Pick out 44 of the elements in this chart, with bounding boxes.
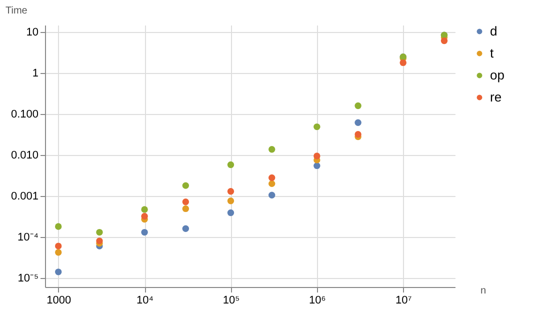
legend-label: op [490,68,504,82]
y-tick-label: 10⁻⁴ [18,231,39,244]
x-tick-label: 10⁷ [396,294,412,306]
point [268,192,276,198]
point [54,268,62,276]
x-axis-title: n [480,286,486,296]
point [141,228,148,236]
point [268,180,276,188]
point [182,198,190,206]
y-tick-label: 10⁻⁵ [18,272,38,284]
y-axis-title: Time [6,6,28,16]
point [227,161,234,168]
point [268,146,276,153]
y-tick-label: 0.001 [10,190,38,203]
legend-label: d [490,24,498,38]
point [314,152,320,160]
point [314,162,320,170]
point [182,205,190,212]
x-tick-label: 10⁵ [222,294,240,306]
y-tick-label: 10 [26,26,38,39]
x-tick-label: 10⁴ [136,294,154,306]
point [354,102,362,110]
point [354,131,362,138]
legend-label: re [490,90,502,104]
point [54,223,62,230]
point [314,123,320,130]
point [227,198,234,204]
y-tick-label: 0.010 [10,150,38,162]
y-tick-label: 0.100 [10,108,38,121]
point [141,212,148,220]
x-tick-label: 1000 [46,294,72,306]
point [227,188,234,195]
point [182,182,190,189]
point [182,225,190,232]
legend-label: t [490,46,494,60]
point [54,249,62,256]
point [141,206,148,213]
point [440,37,448,44]
point [227,209,234,216]
point [268,174,276,182]
point [354,119,362,126]
y-tick-label: 1 [32,68,38,80]
point [54,242,62,250]
x-tick-label: 10⁶ [309,294,326,306]
